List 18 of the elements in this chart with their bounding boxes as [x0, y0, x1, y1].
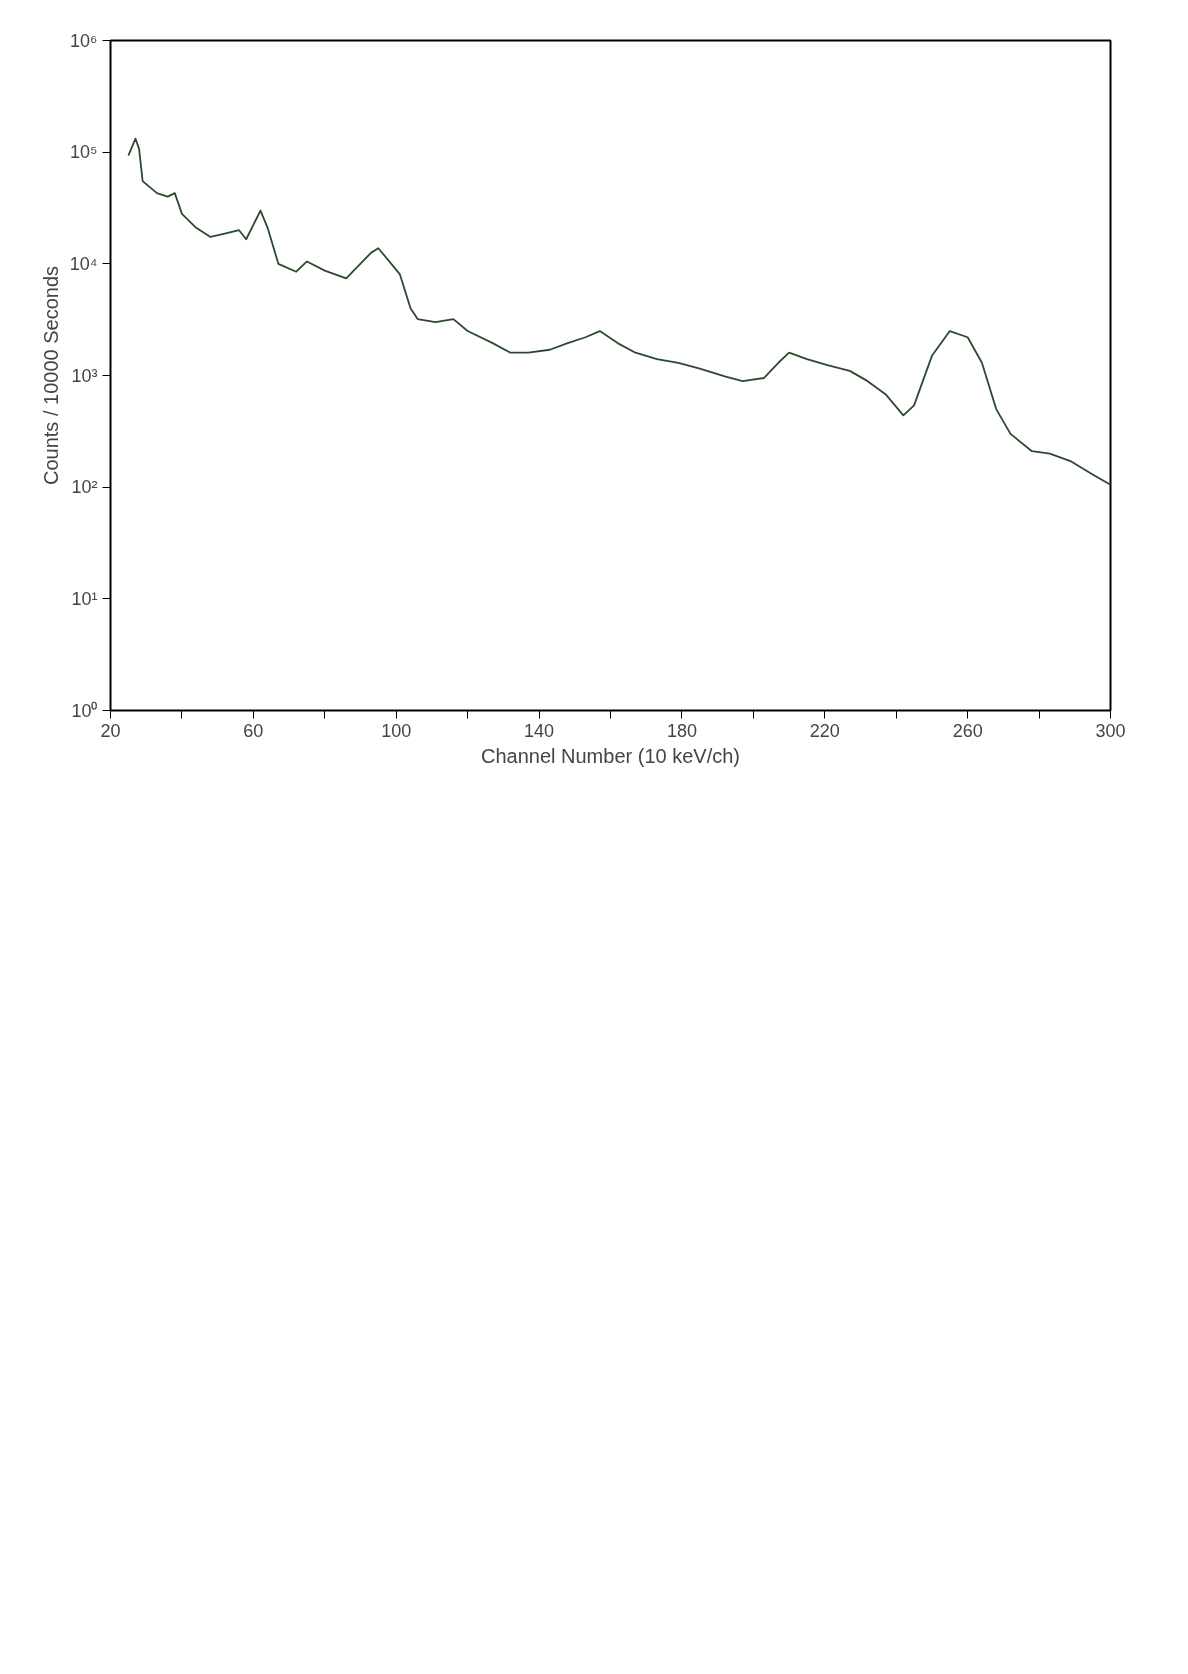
x-axis-title: Channel Number (10 keV/ch) — [480, 744, 741, 767]
x-tick-label: 300 — [1095, 720, 1126, 741]
x-tick-label: 60 — [243, 720, 264, 741]
y-tick-label: 10⁰ — [71, 700, 98, 721]
y-tick-label: 10² — [71, 477, 98, 498]
x-tick-label: 220 — [809, 720, 840, 741]
line-series — [127, 137, 1111, 486]
y-tick-label: 10⁶ — [70, 30, 98, 51]
y-tick-label: 10¹ — [71, 588, 98, 609]
x-tick-label: 260 — [952, 720, 983, 741]
x-tick-label: 20 — [100, 720, 121, 741]
x-tick-label: 180 — [666, 720, 697, 741]
x-tick-label: 100 — [381, 720, 412, 741]
y-axis-title: Counts / 10000 Seconds — [39, 265, 62, 486]
y-tick-label: 10³ — [71, 365, 98, 386]
y-tick-label: 10⁴ — [69, 253, 98, 274]
x-tick-label: 140 — [524, 720, 555, 741]
y-tick-label: 10⁵ — [70, 142, 98, 163]
